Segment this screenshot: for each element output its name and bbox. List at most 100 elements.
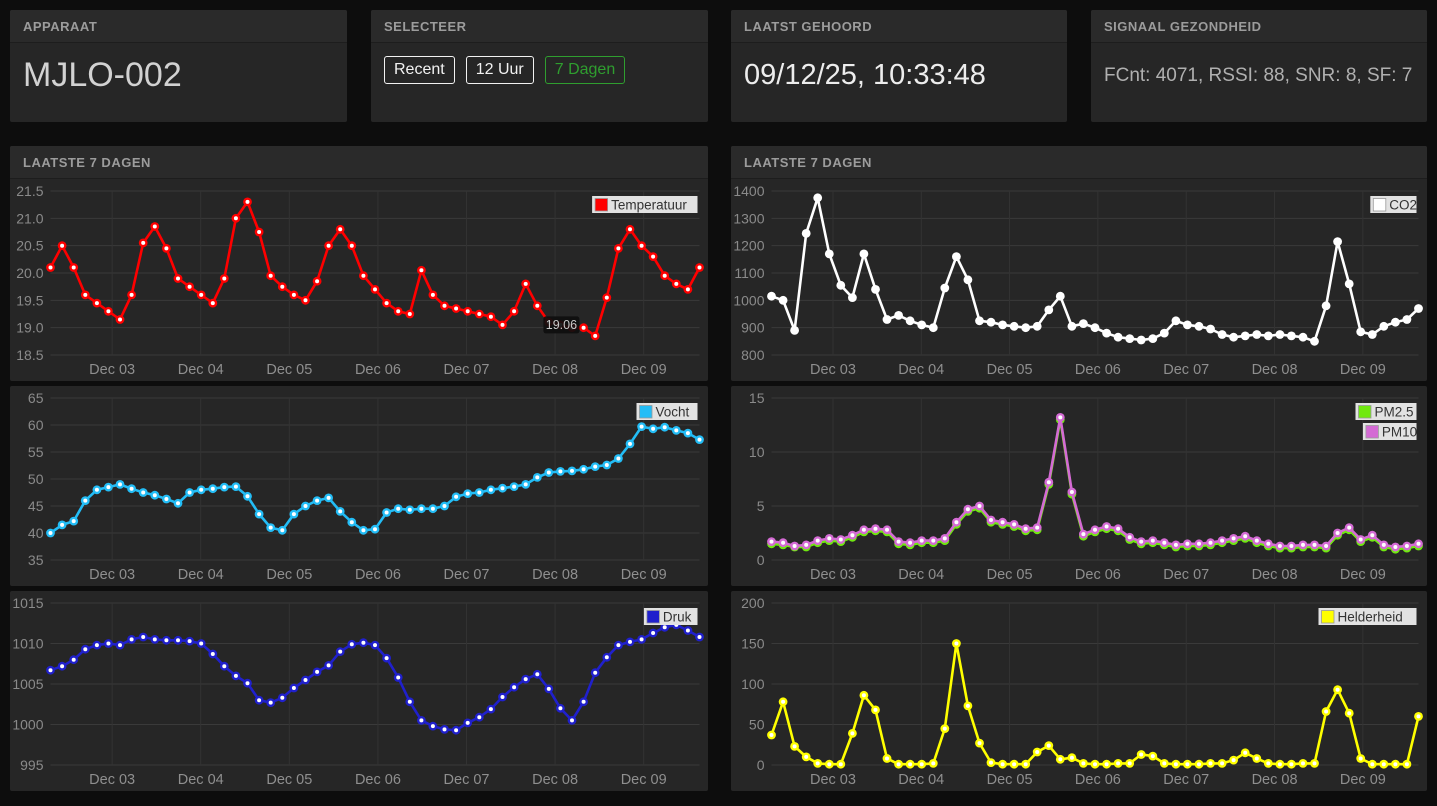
x-tick-label: Dec 06 [355, 362, 401, 378]
x-tick-label: Dec 07 [1163, 772, 1209, 788]
humidity-grid: 35 40 45 50 55 60 65 Dec 03 Dec 04 Dec 05 Dec 06 De… [28, 390, 700, 583]
humidity-chart-panel: 35 40 45 50 55 60 65 Dec 03 Dec 04 Dec 05 Dec 06 De… [10, 386, 708, 586]
x-tick-label: Dec 09 [1340, 772, 1386, 788]
brightness-series-Helderheid [767, 639, 1423, 769]
pressure-series-Druk [46, 620, 704, 735]
x-tick-label: Dec 08 [1252, 567, 1298, 583]
y-tick-label: 1400 [733, 183, 764, 199]
particulates-grid: 0 5 10 15 Dec 03 Dec 04 Dec 05 Dec 06 Dec 07 Dec … [749, 390, 1419, 583]
temperature-chart[interactable]: 18.5 19.0 19.5 20.0 20.5 21.0 21.5 Dec 03 Dec 04… [10, 179, 708, 381]
co2-grid: 800 900 1000 1100 1200 1300 1400 Dec 03 Dec 04 De… [733, 183, 1419, 378]
x-tick-label: Dec 05 [266, 772, 312, 788]
y-tick-label: 50 [28, 471, 44, 487]
last-heard-panel: LAATST GEHOORD 09/12/25, 10:33:48 [731, 10, 1067, 122]
x-tick-label: Dec 04 [898, 362, 944, 378]
x-tick-label: Dec 07 [444, 567, 490, 583]
y-tick-label: 40 [28, 525, 44, 541]
temperature-tooltip: 19.06 [543, 316, 580, 334]
pressure-chart[interactable]: 995 1000 1005 1010 1015 Dec 03 Dec 04 Dec 05 Dec… [10, 591, 708, 791]
y-tick-label: 995 [20, 757, 44, 773]
y-tick-label: 21.5 [16, 183, 43, 199]
y-tick-label: 60 [28, 417, 44, 433]
y-tick-label: 1100 [734, 265, 764, 281]
x-tick-label: Dec 03 [89, 772, 135, 788]
x-tick-label: Dec 07 [1163, 362, 1209, 378]
y-tick-label: 200 [741, 595, 765, 611]
x-tick-label: Dec 04 [178, 567, 224, 583]
co2-legend: CO2 [1370, 196, 1417, 213]
last-heard-timestamp: 09/12/25, 10:33:48 [744, 59, 986, 91]
x-tick-label: Dec 08 [532, 362, 578, 378]
left-column: APPARAAT MJLO-002 SELECTEER Recent 12 Uu… [10, 10, 708, 796]
recent-button[interactable]: Recent [384, 56, 455, 84]
x-tick-label: Dec 08 [532, 772, 578, 788]
x-tick-label: Dec 05 [266, 362, 312, 378]
y-tick-label: 100 [741, 676, 765, 692]
svg-text:19.06: 19.06 [546, 318, 577, 332]
x-tick-label: Dec 06 [355, 772, 401, 788]
x-tick-label: Dec 04 [178, 362, 224, 378]
x-tick-label: Dec 06 [1075, 362, 1121, 378]
co2-series-CO2 [767, 193, 1423, 346]
y-tick-label: 1010 [12, 636, 43, 652]
y-tick-label: 20.0 [16, 265, 43, 281]
device-panel-title: APPARAAT [10, 10, 347, 43]
particulates-chart-panel: 0 5 10 15 Dec 03 Dec 04 Dec 05 Dec 06 Dec 07 Dec … [731, 386, 1427, 586]
x-tick-label: Dec 07 [444, 362, 490, 378]
y-tick-label: 10 [749, 444, 765, 460]
last-heard-panel-title: LAATST GEHOORD [731, 10, 1067, 43]
y-tick-label: 65 [28, 390, 44, 406]
device-panel: APPARAAT MJLO-002 [10, 10, 347, 122]
pressure-legend: Druk [643, 608, 698, 625]
x-tick-label: Dec 06 [1075, 567, 1121, 583]
range-button-group: Recent 12 Uur 7 Dagen [371, 43, 708, 97]
humidity-series-Vocht [46, 422, 704, 538]
x-tick-label: Dec 04 [898, 772, 944, 788]
particulates-legend: PM2.5 PM10 [1355, 403, 1417, 440]
particulates-chart[interactable]: 0 5 10 15 Dec 03 Dec 04 Dec 05 Dec 06 Dec 07 Dec … [731, 386, 1427, 586]
x-tick-label: Dec 08 [1252, 772, 1298, 788]
y-tick-label: 1015 [12, 595, 43, 611]
y-tick-label: 1000 [12, 717, 43, 733]
brightness-legend: Helderheid [1318, 608, 1417, 625]
legend-label: PM10 [1382, 425, 1417, 440]
y-tick-label: 5 [757, 498, 765, 514]
12-uur-button[interactable]: 12 Uur [465, 56, 534, 84]
temperature-series-Temperatuur [46, 197, 704, 341]
co2-chart-title: LAATSTE 7 DAGEN [731, 146, 1427, 179]
x-tick-label: Dec 03 [810, 772, 856, 788]
y-tick-label: 1000 [733, 292, 764, 308]
y-tick-label: 55 [28, 444, 44, 460]
x-tick-label: Dec 09 [621, 772, 667, 788]
select-panel-title: SELECTEER [371, 10, 708, 43]
x-tick-label: Dec 09 [621, 362, 667, 378]
signal-health-value: FCnt: 4071, RSSI: 88, SNR: 8, SF: 7 [1104, 65, 1413, 86]
y-tick-label: 0 [757, 757, 765, 773]
humidity-legend: Vocht [636, 403, 698, 420]
x-tick-label: Dec 05 [987, 567, 1033, 583]
brightness-chart-panel: 0 50 100 150 200 Dec 03 Dec 04 Dec 05 Dec 06 Dec … [731, 591, 1427, 791]
legend-label: Helderheid [1338, 610, 1403, 625]
x-tick-label: Dec 04 [178, 772, 224, 788]
y-tick-label: 20.5 [16, 238, 43, 254]
right-column: LAATST GEHOORD 09/12/25, 10:33:48 SIGNAA… [731, 10, 1427, 796]
legend-label: Temperatuur [611, 198, 687, 213]
humidity-chart[interactable]: 35 40 45 50 55 60 65 Dec 03 Dec 04 Dec 05 Dec 06 De… [10, 386, 708, 586]
brightness-chart[interactable]: 0 50 100 150 200 Dec 03 Dec 04 Dec 05 Dec 06 Dec … [731, 591, 1427, 791]
temperature-chart-panel: LAATSTE 7 DAGEN 18.5 19.0 19.5 20.0 20.5 21.0… [10, 146, 708, 381]
co2-chart[interactable]: 800 900 1000 1100 1200 1300 1400 Dec 03 Dec 04 De… [731, 179, 1427, 381]
7-dagen-button[interactable]: 7 Dagen [544, 56, 626, 84]
temperature-legend: Temperatuur [592, 196, 698, 213]
x-tick-label: Dec 09 [621, 567, 667, 583]
co2-chart-panel: LAATSTE 7 DAGEN 800 900 1000 1100 1200 1300 14… [731, 146, 1427, 381]
y-tick-label: 1300 [733, 210, 764, 226]
y-tick-label: 50 [749, 717, 765, 733]
device-name: MJLO-002 [23, 56, 182, 94]
x-tick-label: Dec 07 [444, 772, 490, 788]
legend-label: PM2.5 [1375, 405, 1414, 420]
x-tick-label: Dec 03 [89, 362, 135, 378]
x-tick-label: Dec 07 [1163, 567, 1209, 583]
legend-label: Druk [663, 610, 692, 625]
y-tick-label: 19.5 [16, 292, 43, 308]
signal-health-panel: SIGNAAL GEZONDHEID FCnt: 4071, RSSI: 88,… [1091, 10, 1427, 122]
